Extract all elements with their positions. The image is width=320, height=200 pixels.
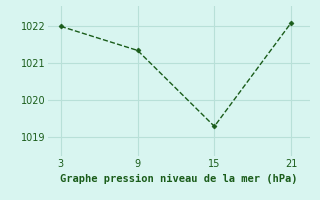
X-axis label: Graphe pression niveau de la mer (hPa): Graphe pression niveau de la mer (hPa) [60, 174, 298, 184]
